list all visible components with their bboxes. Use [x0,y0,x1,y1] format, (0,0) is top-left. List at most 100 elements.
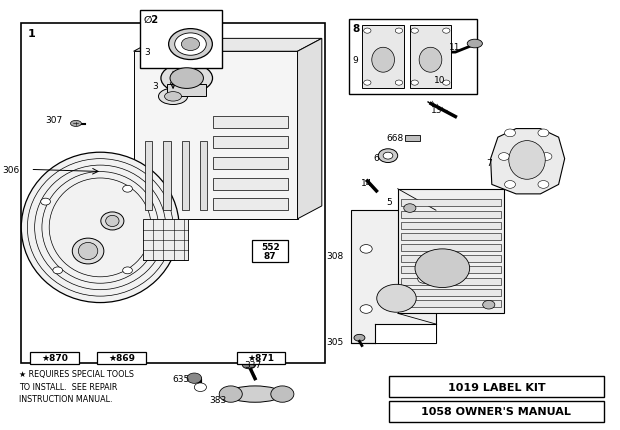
Circle shape [219,386,242,402]
Ellipse shape [242,361,255,369]
Ellipse shape [419,48,442,73]
Circle shape [404,204,416,213]
Text: ★ REQUIRES SPECIAL TOOLS
TO INSTALL.  SEE REPAIR
INSTRUCTION MANUAL.: ★ REQUIRES SPECIAL TOOLS TO INSTALL. SEE… [19,369,135,403]
Circle shape [443,81,450,86]
Ellipse shape [175,34,206,56]
Ellipse shape [372,48,394,73]
Polygon shape [401,233,501,240]
Text: 1: 1 [27,29,35,40]
Polygon shape [298,39,322,219]
Bar [97,352,146,364]
Text: 10: 10 [434,76,446,84]
Polygon shape [213,157,288,169]
Bar [133,52,298,219]
Circle shape [360,245,372,254]
Polygon shape [163,142,170,211]
Circle shape [418,275,430,283]
Text: 9: 9 [353,56,358,65]
Polygon shape [401,289,501,296]
Circle shape [53,267,63,274]
Bar [397,189,504,313]
Ellipse shape [354,335,365,341]
Circle shape [123,267,133,274]
Polygon shape [182,142,189,211]
Ellipse shape [161,64,213,94]
Circle shape [505,181,515,189]
Ellipse shape [509,141,545,180]
Text: ★870: ★870 [42,353,68,362]
Text: 1058 OWNER'S MANUAL: 1058 OWNER'S MANUAL [422,406,571,416]
Text: 383: 383 [210,395,227,404]
Circle shape [396,81,402,86]
Polygon shape [143,219,188,260]
Circle shape [411,81,418,86]
Polygon shape [401,256,501,263]
Ellipse shape [427,74,438,81]
Circle shape [187,373,202,384]
Circle shape [271,386,294,402]
Circle shape [364,29,371,34]
Circle shape [396,29,402,34]
Circle shape [383,153,393,160]
Circle shape [538,130,549,138]
Circle shape [41,199,50,206]
Polygon shape [410,26,451,89]
Circle shape [364,81,371,86]
Bar [349,20,477,95]
Text: 87: 87 [264,252,277,261]
Polygon shape [363,26,404,89]
Circle shape [360,305,372,313]
Text: 1019 LABEL KIT: 1019 LABEL KIT [448,382,545,392]
Polygon shape [213,117,288,129]
Bar [21,24,325,363]
Text: ★871: ★871 [247,353,275,362]
Polygon shape [401,200,501,207]
Polygon shape [213,137,288,149]
Text: 6: 6 [373,154,379,163]
Ellipse shape [71,121,81,127]
Text: 552: 552 [261,243,280,252]
Text: 11: 11 [450,43,461,52]
Text: 8: 8 [353,24,360,34]
Text: ∅2: ∅2 [143,15,159,25]
Ellipse shape [377,285,416,313]
Bar [351,211,436,344]
Polygon shape [401,222,501,229]
Text: 305: 305 [326,337,343,346]
Ellipse shape [164,92,182,102]
Circle shape [123,186,133,193]
Circle shape [194,383,206,392]
Text: 306: 306 [2,166,19,175]
Circle shape [541,153,552,161]
Text: 308: 308 [326,251,343,260]
Ellipse shape [228,386,282,402]
Polygon shape [167,85,206,97]
Text: 14: 14 [361,178,373,187]
Polygon shape [401,300,501,307]
Polygon shape [375,324,436,344]
Text: 3: 3 [144,48,150,57]
Bar [389,401,604,421]
Ellipse shape [182,39,200,52]
Text: 337: 337 [244,359,262,369]
Circle shape [378,149,397,163]
Polygon shape [213,199,288,211]
Text: 307: 307 [45,116,63,125]
Circle shape [415,249,469,288]
Bar [30,352,79,364]
Text: 3: 3 [152,82,158,91]
Circle shape [443,29,450,34]
Text: 635: 635 [173,374,190,383]
Polygon shape [213,178,288,190]
Polygon shape [405,136,420,141]
Circle shape [483,301,495,309]
Circle shape [538,181,549,189]
Polygon shape [490,129,565,194]
Text: 7: 7 [485,159,492,168]
Ellipse shape [78,243,98,260]
Text: 668: 668 [387,133,404,142]
Circle shape [411,29,418,34]
Ellipse shape [467,40,482,49]
Ellipse shape [101,212,124,230]
Polygon shape [133,39,322,52]
